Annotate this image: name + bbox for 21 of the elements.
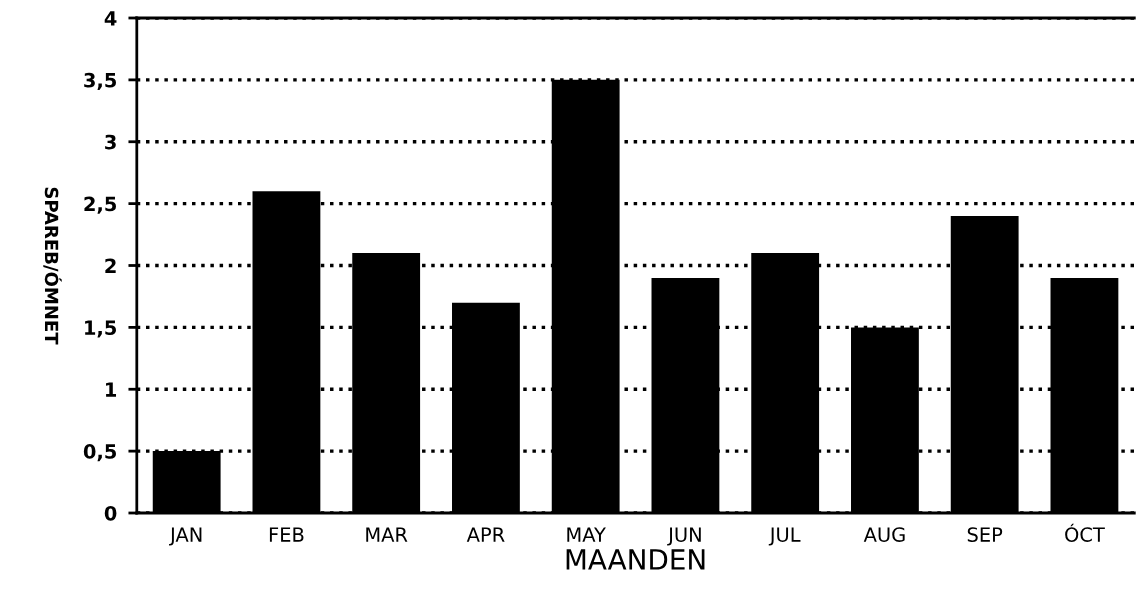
y-tick-label: 2,5 <box>84 196 116 214</box>
x-tick-label: MAR <box>366 527 408 542</box>
x-tick-label: SEP <box>967 527 1003 542</box>
x-tick-label: JUN <box>667 527 701 546</box>
x-axis-title: MAANDEN <box>566 549 705 570</box>
x-tick-label: AUG <box>863 527 905 542</box>
x-tick-label: ÓCT <box>1065 523 1105 542</box>
x-tick-label: JAN <box>169 527 202 546</box>
x-tick-label: MAY <box>567 527 606 542</box>
y-tick-label: 2 <box>105 258 116 273</box>
y-tick-label: 1,5 <box>85 320 116 338</box>
x-tick-label: FEB <box>269 527 304 542</box>
y-axis-title: SPAREB/ÓMNET <box>43 187 62 345</box>
y-tick-label: 3,5 <box>84 72 116 91</box>
y-tick-label: 4 <box>104 11 117 26</box>
x-tick-label: APR <box>466 527 505 542</box>
y-tick-label: 0,5 <box>83 444 116 462</box>
x-tick-label: JUL <box>768 527 801 546</box>
y-tick-label: 1 <box>106 382 117 397</box>
y-tick-label: 3 <box>105 134 116 150</box>
y-tick-label: 0 <box>104 505 117 521</box>
